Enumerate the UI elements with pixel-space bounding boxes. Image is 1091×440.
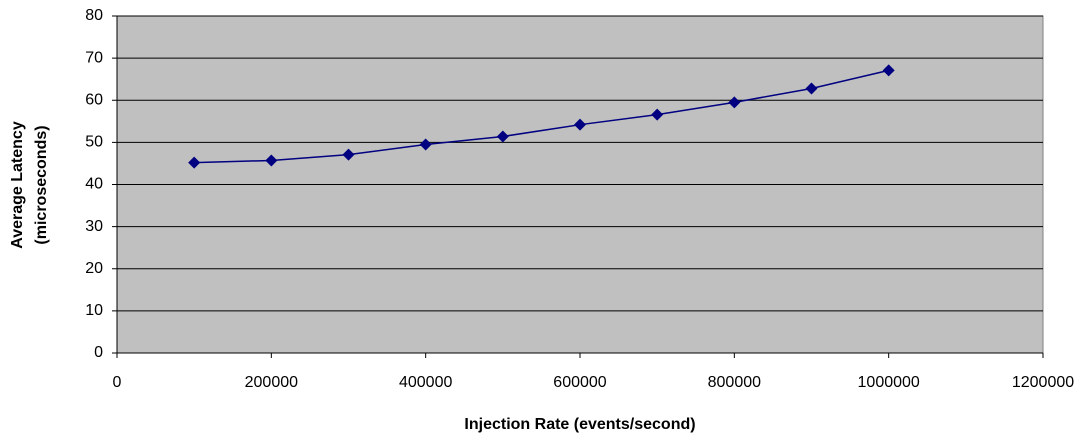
x-tick-label: 800000 bbox=[708, 374, 761, 391]
x-tick-label: 0 bbox=[113, 374, 122, 391]
data-point bbox=[574, 118, 586, 131]
y-tick-label: 80 bbox=[85, 7, 103, 24]
x-tick-label: 600000 bbox=[553, 374, 606, 391]
y-axis-title: (microseconds) bbox=[33, 125, 50, 244]
data-point bbox=[419, 138, 432, 151]
x-axis-title: Injection Rate (events/second) bbox=[464, 416, 695, 433]
x-tick-label: 400000 bbox=[399, 374, 452, 391]
series-line bbox=[194, 69, 889, 164]
data-point bbox=[265, 154, 278, 167]
y-tick-label: 10 bbox=[85, 302, 103, 319]
y-tick-label: 40 bbox=[85, 176, 103, 193]
x-tick-label: 1000000 bbox=[858, 374, 920, 391]
data-point bbox=[651, 108, 664, 121]
data-point bbox=[805, 82, 818, 95]
data-point bbox=[188, 156, 201, 169]
data-point bbox=[342, 148, 355, 161]
y-tick-label: 50 bbox=[85, 134, 103, 151]
y-tick-label: 20 bbox=[85, 260, 103, 277]
y-tick-label: 60 bbox=[85, 91, 103, 108]
data-point bbox=[882, 64, 895, 77]
y-tick-label: 30 bbox=[85, 218, 103, 235]
y-tick-label: 0 bbox=[94, 344, 103, 361]
x-tick-label: 1200000 bbox=[1012, 374, 1074, 391]
y-axis-title: Average Latency bbox=[9, 121, 26, 249]
data-point bbox=[728, 96, 741, 109]
y-tick-label: 70 bbox=[85, 49, 103, 66]
data-point bbox=[496, 130, 509, 143]
x-tick-label: 200000 bbox=[245, 374, 298, 391]
